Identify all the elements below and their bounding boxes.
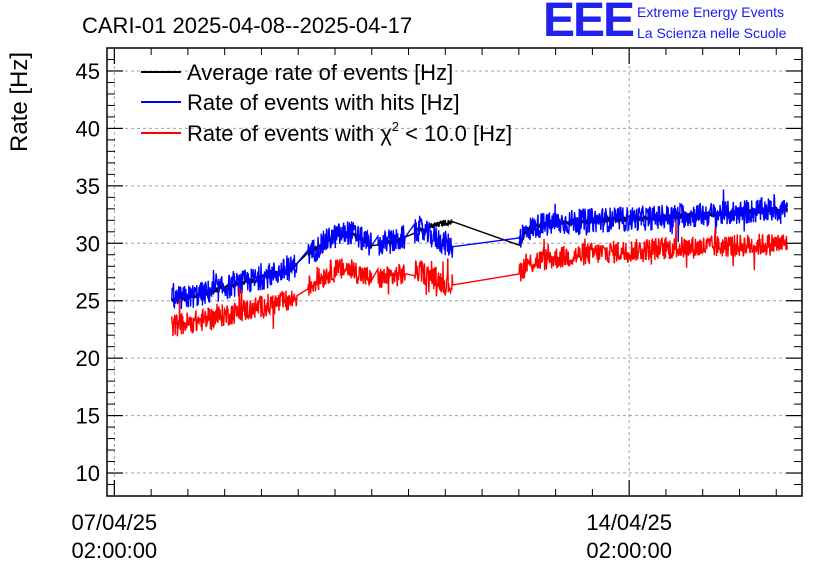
y-tick-label-25: 25: [76, 289, 100, 314]
eee-logo-mark: EEE: [543, 0, 635, 47]
legend-label-avg: Average rate of events [Hz]: [187, 60, 453, 85]
y-tick-label-35: 35: [76, 174, 100, 199]
chart-title: CARI-01 2025-04-08--2025-04-17: [82, 13, 412, 38]
plot-frame: [106, 47, 803, 497]
series-line-hits: [171, 189, 788, 310]
legend-chi-exponent: 2: [392, 119, 399, 134]
x-tick-time-1: 02:00:00: [586, 538, 672, 563]
series-hits: [171, 189, 788, 310]
legend-label-chi: Rate of events with χ2 < 10.0 [Hz]: [187, 119, 512, 146]
series-line-chi: [171, 221, 788, 337]
legend-chi-suffix: < 10.0 [Hz]: [399, 121, 512, 146]
y-tick-label-40: 40: [76, 116, 100, 141]
series-chi: [171, 221, 788, 337]
eee-logo-line1: Extreme Energy Events: [637, 4, 785, 20]
y-tick-label-20: 20: [76, 346, 100, 371]
y-axis-label: Rate [Hz]: [6, 52, 33, 152]
eee-logo-line2: La Scienza nelle Scuole: [637, 25, 787, 41]
x-tick-time-0: 02:00:00: [72, 538, 158, 563]
axes: 10 15 20 25 30 35 40 45 07/04/25 02:00:00 14/04/25…: [72, 47, 803, 563]
y-tick-label-30: 30: [76, 231, 100, 256]
legend: Average rate of events [Hz] Rate of even…: [141, 60, 512, 146]
legend-label-hits: Rate of events with hits [Hz]: [187, 90, 460, 115]
y-tick-label-15: 15: [76, 404, 100, 429]
y-tick-label-10: 10: [76, 461, 100, 486]
grid-lines: [107, 48, 802, 496]
eee-logo: EEE Extreme Energy Events La Scienza nel…: [543, 0, 833, 47]
series-layer: [171, 189, 788, 337]
legend-chi-symbol: χ: [380, 121, 392, 146]
legend-chi-prefix: Rate of events with: [187, 121, 380, 146]
x-tick-date-0: 07/04/25: [72, 510, 158, 535]
y-tick-label-45: 45: [76, 59, 100, 84]
x-tick-date-1: 14/04/25: [586, 510, 672, 535]
